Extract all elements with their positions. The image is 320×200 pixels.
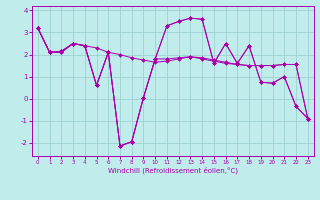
X-axis label: Windchill (Refroidissement éolien,°C): Windchill (Refroidissement éolien,°C) bbox=[108, 167, 238, 174]
